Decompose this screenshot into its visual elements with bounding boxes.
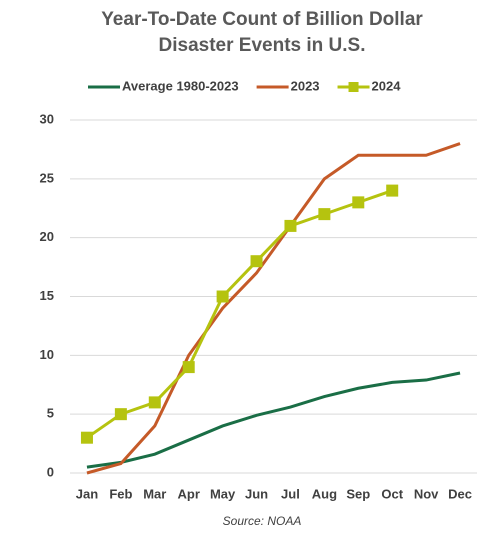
series-line <box>86 371 461 469</box>
marker <box>284 219 297 232</box>
x-tick-label: Nov <box>414 486 439 501</box>
legend-label: 2024 <box>372 78 402 93</box>
marker <box>386 184 399 197</box>
y-tick-label: 5 <box>47 406 54 421</box>
source: Source: NOAA <box>223 514 302 528</box>
chart-title: Disaster Events in U.S. <box>159 35 366 56</box>
y-tick-label: 25 <box>40 170 54 185</box>
chart-title: Year-To-Date Count of Billion Dollar <box>101 9 423 30</box>
marker <box>148 396 161 409</box>
marker <box>80 431 93 444</box>
legend-label: Average 1980-2023 <box>122 78 239 93</box>
marker <box>114 408 127 421</box>
y-tick-label: 10 <box>40 347 54 362</box>
y-tick-label: 20 <box>40 229 54 244</box>
x-tick-label: Jan <box>76 486 98 501</box>
marker <box>318 208 331 221</box>
x-tick-label: Aug <box>312 486 337 501</box>
y-tick-label: 0 <box>47 464 54 479</box>
marker <box>250 255 263 268</box>
x-tick-label: Sep <box>346 486 370 501</box>
y-tick-label: 15 <box>40 288 54 303</box>
marker <box>182 361 195 374</box>
x-tick-label: Apr <box>178 486 200 501</box>
series-line <box>86 142 461 475</box>
legend-label: 2023 <box>291 78 320 93</box>
x-tick-label: Jul <box>281 486 300 501</box>
legend-marker <box>348 82 359 92</box>
marker <box>352 196 365 209</box>
y-tick-label: 30 <box>40 111 54 126</box>
x-tick-label: May <box>210 486 236 501</box>
series-line <box>86 189 393 439</box>
x-tick-label: Dec <box>448 486 472 501</box>
marker <box>216 290 229 303</box>
x-tick-label: Oct <box>381 486 403 501</box>
x-tick-label: Feb <box>109 486 132 501</box>
x-tick-label: Jun <box>245 486 268 501</box>
x-tick-label: Mar <box>143 486 166 501</box>
